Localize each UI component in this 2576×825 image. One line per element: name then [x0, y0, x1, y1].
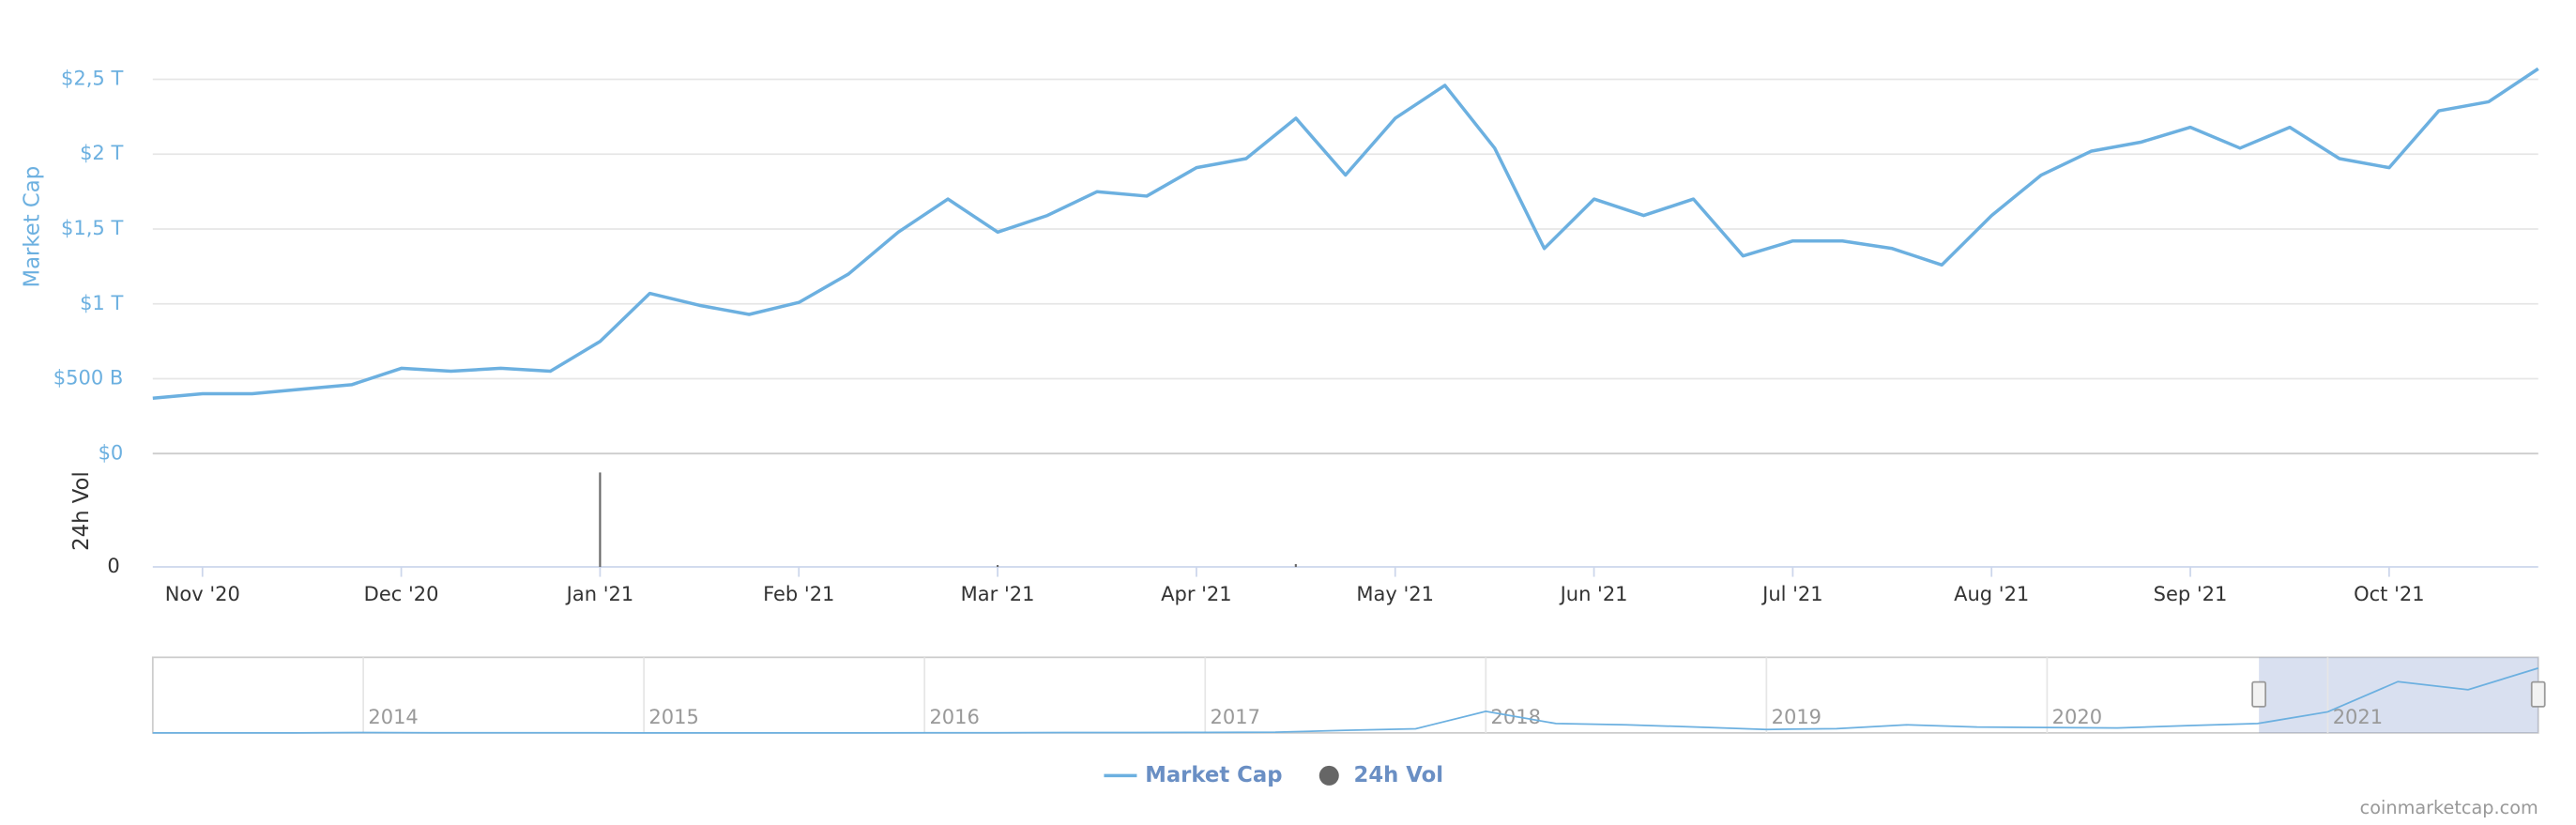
credit: coinmarketcap.com: [2360, 797, 2538, 818]
y-axis-title: Market Cap: [21, 166, 45, 288]
volume-bar: [997, 565, 999, 568]
volume-bar: [1294, 564, 1297, 568]
x-tick-label: Nov '20: [165, 583, 240, 605]
x-tick-label: Jun '21: [1559, 583, 1628, 605]
legend-symbol[interactable]: [1318, 765, 1339, 786]
y2-axis-title: 24h Vol: [69, 471, 94, 551]
market-cap-line: [152, 67, 2539, 401]
y2-tick-label: 0: [107, 555, 119, 577]
y-tick-label: $2 T: [80, 142, 123, 164]
navigator-label: 2019: [1772, 706, 1821, 728]
legend-label[interactable]: Market Cap: [1145, 763, 1282, 787]
y-tick-label: $1,5 T: [61, 217, 123, 239]
volume-bar: [599, 472, 602, 568]
x-tick-label: Apr '21: [1161, 583, 1232, 605]
navigator-line: [152, 667, 2538, 734]
x-tick-label: Jul '21: [1761, 583, 1823, 605]
x-tick-label: Feb '21: [763, 583, 834, 605]
x-tick-label: Sep '21: [2154, 583, 2228, 605]
x-tick-label: Oct '21: [2354, 583, 2424, 605]
x-tick-label: Mar '21: [961, 583, 1035, 605]
navigator-label: 2016: [929, 706, 979, 728]
navigator-handle[interactable]: [2251, 680, 2267, 708]
navigator-label: 2014: [368, 706, 418, 728]
navigator-label: 2020: [2052, 706, 2102, 728]
navigator-label: 2021: [2333, 706, 2383, 728]
y-tick-label: $2,5 T: [61, 68, 123, 90]
y-tick-label: $500 B: [53, 367, 124, 390]
x-tick-label: Aug '21: [1954, 583, 2029, 605]
y-tick-label: $0: [99, 441, 124, 464]
navigator-label: 2017: [1210, 706, 1259, 728]
navigator-handle[interactable]: [2530, 680, 2546, 708]
navigator-frame: [151, 656, 2539, 734]
legend-label[interactable]: 24h Vol: [1354, 763, 1444, 787]
y-tick-label: $1 T: [80, 292, 123, 314]
x-tick-label: May '21: [1356, 583, 1434, 605]
navigator-label: 2015: [648, 706, 698, 728]
navigator-selection[interactable]: [2259, 657, 2538, 733]
x-tick-label: Dec '20: [364, 583, 439, 605]
x-tick-label: Jan '21: [565, 583, 634, 605]
